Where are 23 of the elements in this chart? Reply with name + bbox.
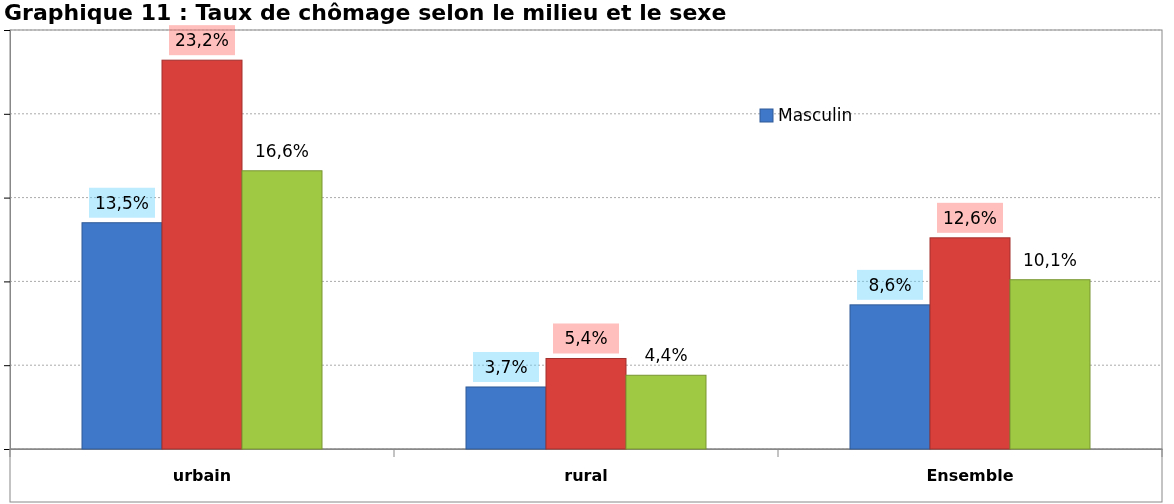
data-label: 5,4% — [564, 328, 608, 349]
x-tick-label: urbain — [172, 465, 232, 485]
data-label: 16,6% — [254, 140, 310, 161]
data-label: 4,4% — [644, 345, 688, 366]
data-label: 12,6% — [942, 207, 998, 228]
bar — [1009, 279, 1091, 450]
chart-title: Graphique 11 : Taux de chômage selon le milieu et le sexe — [4, 0, 727, 25]
data-label: 23,2% — [174, 30, 230, 51]
bar — [241, 170, 323, 450]
data-label: 10,1% — [1022, 249, 1078, 270]
bar — [465, 386, 547, 450]
bar — [625, 374, 707, 450]
bar — [929, 237, 1011, 450]
data-label: 3,7% — [484, 356, 528, 377]
x-tick-label: rural — [564, 465, 608, 485]
x-tick-label: Ensemble — [926, 465, 1014, 485]
bar — [161, 59, 243, 450]
data-label: 13,5% — [94, 192, 150, 213]
legend-label: Masculin — [778, 105, 853, 125]
data-label: 8,6% — [868, 274, 912, 295]
bar — [545, 358, 627, 450]
bar — [849, 304, 931, 450]
bar — [81, 222, 163, 450]
